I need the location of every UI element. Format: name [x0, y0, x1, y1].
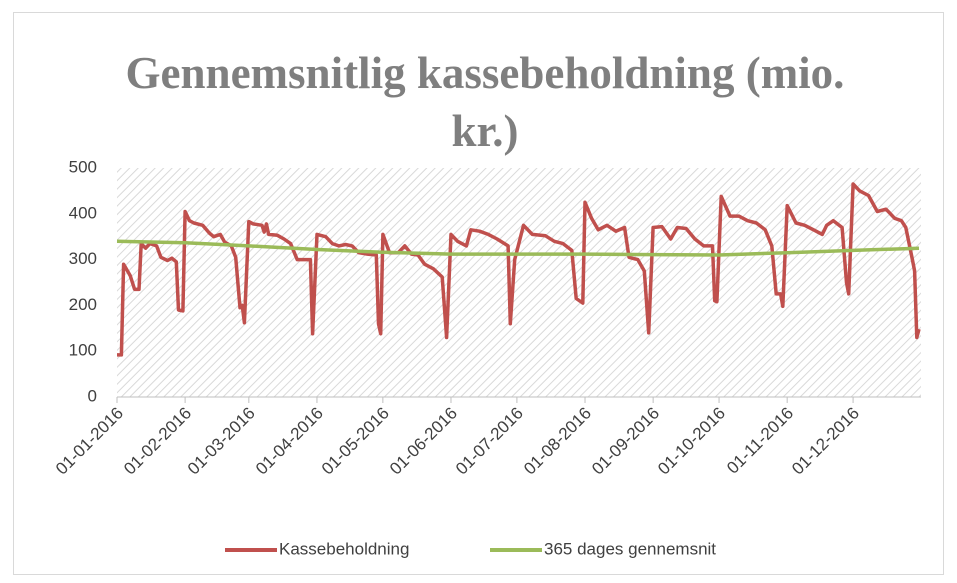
y-tick-label: 500 [69, 157, 97, 176]
x-tick-label: 01-08-2016 [520, 404, 595, 479]
x-tick-label: 01-07-2016 [452, 404, 527, 479]
legend-label: Kassebeholdning [279, 539, 409, 558]
series-line [117, 182, 921, 357]
y-tick-label: 100 [69, 341, 97, 360]
x-tick-label: 01-06-2016 [386, 404, 461, 479]
x-tick-label: 01-12-2016 [788, 404, 863, 479]
y-tick-label: 300 [69, 249, 97, 268]
y-tick-label: 200 [69, 295, 97, 314]
series-line [116, 239, 920, 257]
chart-border [13, 12, 944, 575]
x-tick-label: 01-09-2016 [588, 404, 663, 479]
x-tick-label: 01-01-2016 [52, 404, 127, 479]
y-tick-label: 400 [69, 203, 97, 222]
y-tick-label: 0 [88, 386, 97, 405]
x-tick-label: 01-10-2016 [654, 404, 729, 479]
x-tick-label: 01-11-2016 [723, 404, 797, 478]
x-tick-label: 01-04-2016 [252, 404, 327, 479]
x-tick-label: 01-03-2016 [184, 404, 259, 479]
x-tick-label: 01-05-2016 [318, 404, 393, 479]
x-tick-label: 01-02-2016 [120, 404, 195, 479]
legend-label: 365 dages gennemsnit [544, 539, 716, 558]
chart-title: Gennemsnitlig kassebeholdning (mio. kr.) [125, 48, 845, 156]
